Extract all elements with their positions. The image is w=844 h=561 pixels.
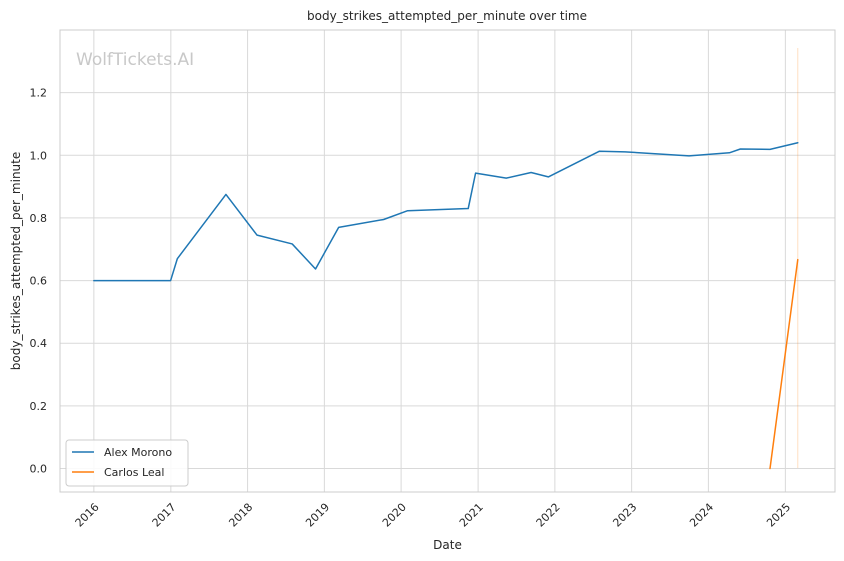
data-point [467, 208, 469, 210]
x-axis-label: Date [433, 538, 462, 552]
y-tick-label: 1.0 [30, 149, 48, 162]
legend-box [65, 439, 189, 487]
data-point [729, 152, 731, 154]
data-point [624, 151, 626, 153]
data-point [797, 142, 799, 144]
data-point [225, 194, 227, 196]
data-point [599, 150, 601, 152]
y-tick-label: 0.2 [30, 400, 48, 413]
y-tick-label: 0.4 [30, 337, 48, 350]
data-point [688, 155, 690, 157]
legend-label: Alex Morono [104, 446, 172, 459]
x-tick-label: 2019 [303, 501, 332, 530]
data-point [383, 219, 385, 221]
data-point [170, 280, 172, 282]
data-point [315, 268, 317, 270]
data-point [338, 227, 340, 229]
data-point [93, 280, 95, 282]
y-tick-label: 0.8 [30, 212, 48, 225]
y-axis-label: body_strikes_attempted_per_minute [9, 152, 23, 370]
data-point [475, 172, 477, 174]
chart-title: body_strikes_attempted_per_minute over t… [307, 9, 587, 23]
legend: Alex Morono Carlos Leal [65, 439, 189, 487]
x-tick-label: 2023 [610, 501, 639, 530]
data-point [769, 468, 771, 470]
data-point [530, 172, 532, 174]
series-line-1 [769, 258, 799, 470]
x-tick-label: 2016 [73, 501, 102, 530]
data-point [740, 148, 742, 150]
watermark-text: WolfTickets.AI [76, 50, 194, 70]
data-point [407, 210, 409, 212]
x-tick-label: 2022 [534, 501, 563, 530]
x-tick-label: 2025 [764, 501, 793, 530]
data-point [256, 234, 258, 236]
plot-area [60, 30, 835, 492]
series-line-0 [93, 142, 799, 282]
grid-lines [60, 30, 835, 492]
y-tick-label: 0.6 [30, 275, 48, 288]
y-tick-label: 1.2 [30, 87, 48, 100]
data-point [291, 243, 293, 245]
x-tick-label: 2024 [687, 501, 716, 530]
x-tick-label: 2017 [150, 501, 179, 530]
plot-frame [59, 29, 836, 493]
legend-label: Carlos Leal [104, 466, 164, 479]
data-point [505, 177, 507, 179]
x-tick-label: 2021 [457, 501, 486, 530]
data-point [797, 259, 799, 261]
data-point [548, 176, 550, 178]
data-point [177, 258, 179, 260]
x-tick-label: 2020 [380, 501, 409, 530]
y-tick-label: 0.0 [30, 463, 48, 476]
x-tick-label: 2018 [226, 501, 255, 530]
data-point [769, 149, 771, 151]
